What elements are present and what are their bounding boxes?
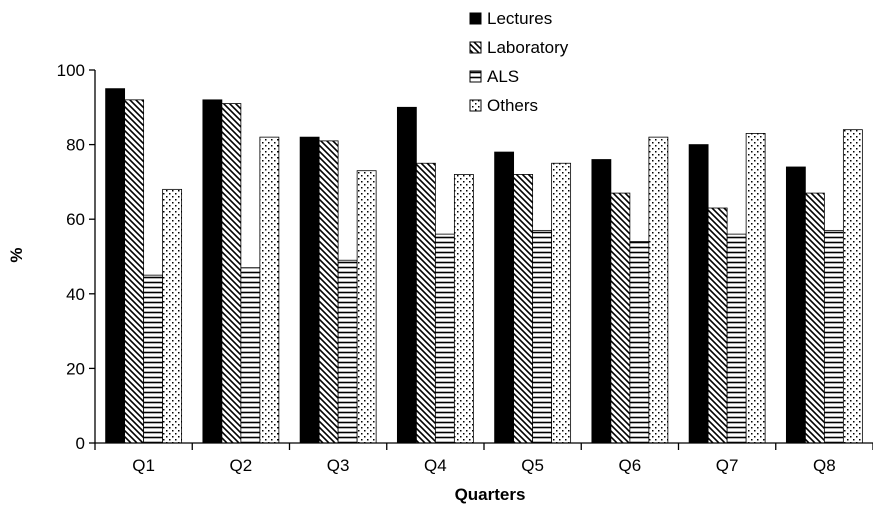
legend-label-lectures: Lectures (487, 9, 552, 28)
y-tick-label: 0 (76, 434, 85, 453)
bar-others-q8 (842, 129, 863, 444)
bar-others-q1 (162, 188, 183, 444)
bar-als-q3 (337, 259, 358, 444)
x-tick-label: Q7 (716, 456, 739, 475)
legend-swatch-laboratory (469, 41, 482, 54)
x-tick-label: Q1 (132, 456, 155, 475)
bar-als-q4 (434, 233, 455, 444)
plot-area (105, 88, 863, 444)
bar-als-q6 (629, 241, 650, 444)
bar-als-q1 (143, 274, 164, 444)
y-tick-label: 20 (66, 359, 85, 378)
bar-lectures-q5 (494, 151, 515, 444)
bar-als-q5 (532, 229, 553, 444)
bar-others-q3 (356, 170, 377, 444)
legend-label-laboratory: Laboratory (487, 38, 569, 57)
bar-laboratory-q6 (610, 192, 631, 444)
x-tick-label: Q2 (230, 456, 253, 475)
x-tick-label: Q8 (813, 456, 836, 475)
y-tick-label: 100 (57, 61, 85, 80)
bar-lectures-q1 (105, 88, 126, 444)
bar-others-q2 (259, 136, 280, 444)
bar-others-q6 (648, 136, 669, 444)
bar-als-q8 (823, 229, 844, 444)
legend-swatch-lectures (469, 12, 482, 25)
y-axis-title: % (7, 247, 26, 262)
y-axis: 0 20 40 60 80 100 (57, 61, 96, 453)
bar-others-q7 (745, 133, 766, 444)
y-tick-label: 40 (66, 285, 85, 304)
bar-laboratory-q2 (221, 103, 242, 444)
bar-laboratory-q4 (415, 162, 436, 444)
bar-lectures-q3 (299, 136, 320, 444)
bar-lectures-q7 (688, 144, 709, 444)
bar-als-q2 (240, 267, 261, 444)
bar-lectures-q8 (785, 166, 806, 444)
bar-laboratory-q7 (707, 207, 728, 444)
bar-lectures-q4 (396, 106, 417, 444)
x-axis-title: Quarters (455, 485, 526, 504)
bar-laboratory-q1 (124, 99, 145, 444)
legend-label-others: Others (487, 96, 538, 115)
bar-laboratory-q8 (804, 192, 825, 444)
bar-laboratory-q5 (513, 174, 534, 444)
x-tick-label: Q4 (424, 456, 447, 475)
x-tick-label: Q3 (327, 456, 350, 475)
bar-lectures-q6 (591, 159, 612, 444)
x-tick-label: Q6 (619, 456, 642, 475)
legend-swatch-others (469, 99, 482, 112)
legend-label-als: ALS (487, 67, 519, 86)
bar-others-q5 (551, 162, 572, 444)
x-axis: Q1 Q2 Q3 Q4 Q5 Q6 Q7 Q8 (94, 442, 873, 475)
legend-swatch-als (469, 70, 482, 83)
bar-als-q7 (726, 233, 747, 444)
legend: Lectures Laboratory ALS Others (469, 9, 569, 115)
x-tick-label: Q5 (521, 456, 544, 475)
y-tick-label: 80 (66, 136, 85, 155)
bar-laboratory-q3 (318, 140, 339, 444)
y-tick-label: 60 (66, 210, 85, 229)
bar-others-q4 (453, 174, 474, 444)
bar-lectures-q2 (202, 99, 223, 444)
